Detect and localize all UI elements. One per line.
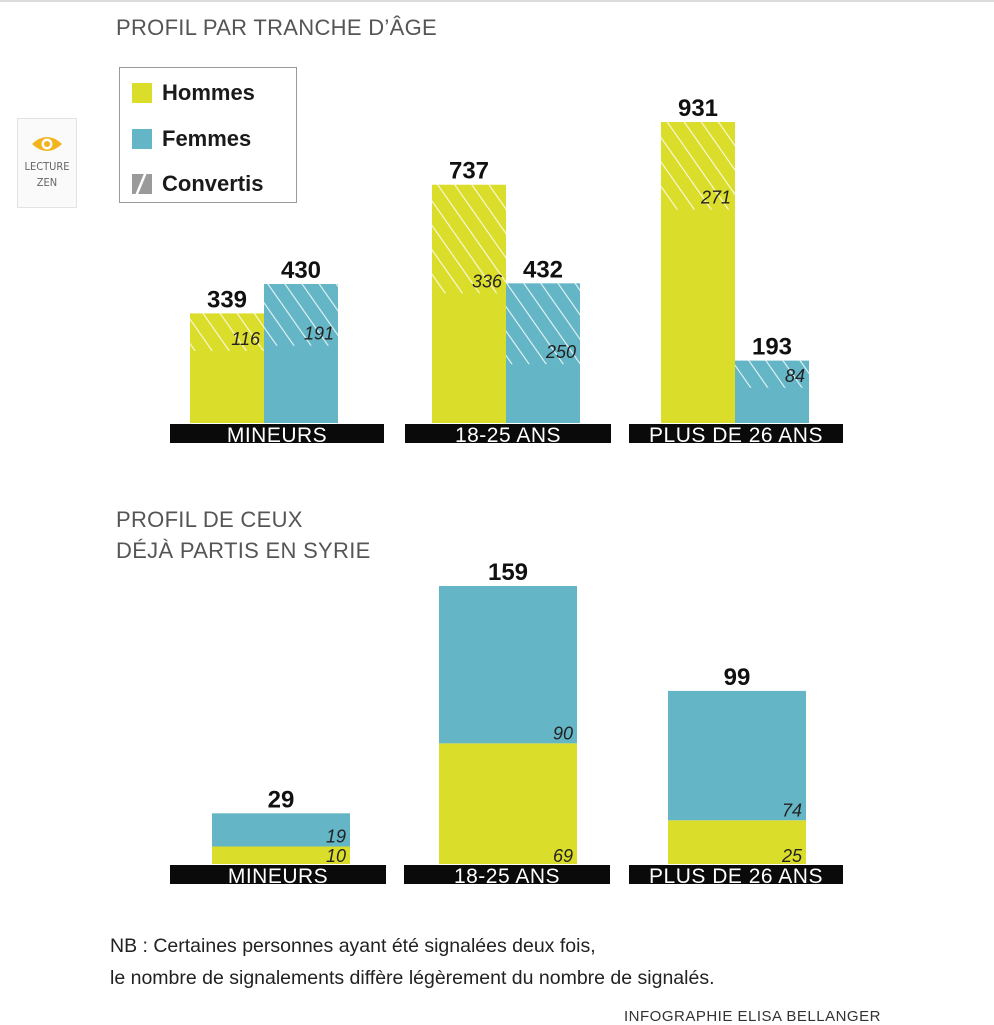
stack-hommes-mineurs bbox=[212, 846, 350, 864]
bar-convertis-hommes-18-25-ans bbox=[432, 184, 506, 294]
bar-convertis-femmes-plus-de-26-ans bbox=[735, 360, 809, 388]
legend-label-hommes: Hommes bbox=[162, 80, 255, 105]
zen-label-1: LECTURE bbox=[24, 160, 70, 173]
convertis-label-femmes-plus-de-26-ans: 84 bbox=[785, 366, 805, 386]
chart1-title: PROFIL PAR TRANCHE D’ÂGE bbox=[116, 15, 437, 40]
legend-swatch-hommes bbox=[132, 83, 152, 103]
stack-hommes-plus-de-26-ans bbox=[668, 820, 806, 864]
legend-swatch-femmes bbox=[132, 129, 152, 149]
chart2-title-line2: DÉJÀ PARTIS EN SYRIE bbox=[116, 538, 371, 563]
value-label-femmes-plus-de-26-ans: 193 bbox=[752, 334, 792, 361]
hommes-label-18-25-ans: 69 bbox=[553, 846, 573, 866]
bar-convertis-femmes-mineurs bbox=[264, 283, 338, 346]
category-band-2-mineurs bbox=[170, 865, 386, 884]
top-divider bbox=[0, 0, 994, 2]
category-label-18-25-ans: 18-25 ANS bbox=[455, 424, 561, 447]
legend-item-hommes: Hommes bbox=[132, 78, 255, 108]
total-label-mineurs: 29 bbox=[268, 786, 295, 813]
convertis-label-femmes-18-25-ans: 250 bbox=[545, 342, 576, 362]
value-label-femmes-18-25-ans: 432 bbox=[523, 256, 563, 283]
legend-item-convertis: Convertis bbox=[132, 169, 263, 199]
footnote-line1: NB : Certaines personnes ayant été signa… bbox=[110, 935, 596, 957]
femmes-label-plus-de-26-ans: 74 bbox=[782, 800, 802, 820]
legend-label-convertis: Convertis bbox=[162, 171, 264, 196]
credit: INFOGRAPHIE ELISA BELLANGER bbox=[624, 1008, 881, 1025]
convertis-label-hommes-mineurs: 116 bbox=[231, 329, 261, 349]
chart2-title-line1: PROFIL DE CEUX bbox=[116, 507, 303, 532]
value-label-hommes-plus-de-26-ans: 931 bbox=[678, 95, 718, 122]
legend-swatch-convertis bbox=[132, 174, 152, 194]
convertis-label-hommes-plus-de-26-ans: 271 bbox=[700, 188, 731, 208]
value-label-femmes-mineurs: 430 bbox=[281, 257, 321, 284]
total-label-18-25-ans: 159 bbox=[488, 559, 528, 586]
chart1-group: 339 116 430 191 MINEURS 737 336 432 250 18-25 ANS… bbox=[170, 95, 843, 447]
value-label-hommes-mineurs: 339 bbox=[207, 286, 247, 313]
femmes-label-mineurs: 19 bbox=[326, 827, 346, 847]
femmes-label-18-25-ans: 90 bbox=[553, 723, 573, 743]
convertis-label-femmes-mineurs: 191 bbox=[304, 324, 334, 344]
category-band-18-25-ans bbox=[405, 424, 611, 443]
category-label-2-18-25-ans: 18-25 ANS bbox=[454, 865, 560, 888]
eye-icon bbox=[32, 137, 62, 151]
category-label-mineurs: MINEURS bbox=[227, 424, 327, 447]
hommes-label-mineurs: 10 bbox=[326, 846, 346, 866]
stack-hommes-18-25-ans bbox=[439, 743, 577, 864]
category-band-2-plus-de-26-ans bbox=[629, 865, 843, 884]
lecture-zen-button[interactable]: LECTURE ZEN bbox=[17, 118, 77, 208]
category-band-mineurs bbox=[170, 424, 384, 443]
legend-item-femmes: Femmes bbox=[132, 124, 251, 154]
bar-convertis-hommes-plus-de-26-ans bbox=[661, 122, 735, 210]
category-band-plus-de-26-ans bbox=[629, 424, 843, 443]
stack-femmes-mineurs bbox=[212, 813, 350, 847]
zen-label-2: ZEN bbox=[36, 176, 58, 189]
convertis-label-hommes-18-25-ans: 336 bbox=[472, 271, 503, 291]
legend-label-femmes: Femmes bbox=[162, 126, 252, 151]
bar-convertis-hommes-mineurs bbox=[190, 313, 264, 351]
footnote: NB : Certaines personnes ayant été signa… bbox=[110, 930, 715, 994]
category-band-2-18-25-ans bbox=[404, 865, 610, 884]
stack-femmes-plus-de-26-ans bbox=[668, 690, 806, 821]
total-label-plus-de-26-ans: 99 bbox=[724, 664, 751, 691]
chart-legend: Hommes Femmes Convertis bbox=[119, 67, 297, 203]
stack-femmes-18-25-ans bbox=[439, 586, 577, 744]
category-label-2-plus-de-26-ans: PLUS DE 26 ANS bbox=[649, 865, 823, 888]
hommes-label-plus-de-26-ans: 25 bbox=[781, 846, 803, 866]
value-label-hommes-18-25-ans: 737 bbox=[449, 158, 489, 185]
category-label-plus-de-26-ans: PLUS DE 26 ANS bbox=[649, 424, 823, 447]
category-label-2-mineurs: MINEURS bbox=[228, 865, 328, 888]
footnote-line2: le nombre de signalements diffère légère… bbox=[110, 967, 715, 989]
bar-convertis-femmes-18-25-ans bbox=[506, 283, 580, 365]
